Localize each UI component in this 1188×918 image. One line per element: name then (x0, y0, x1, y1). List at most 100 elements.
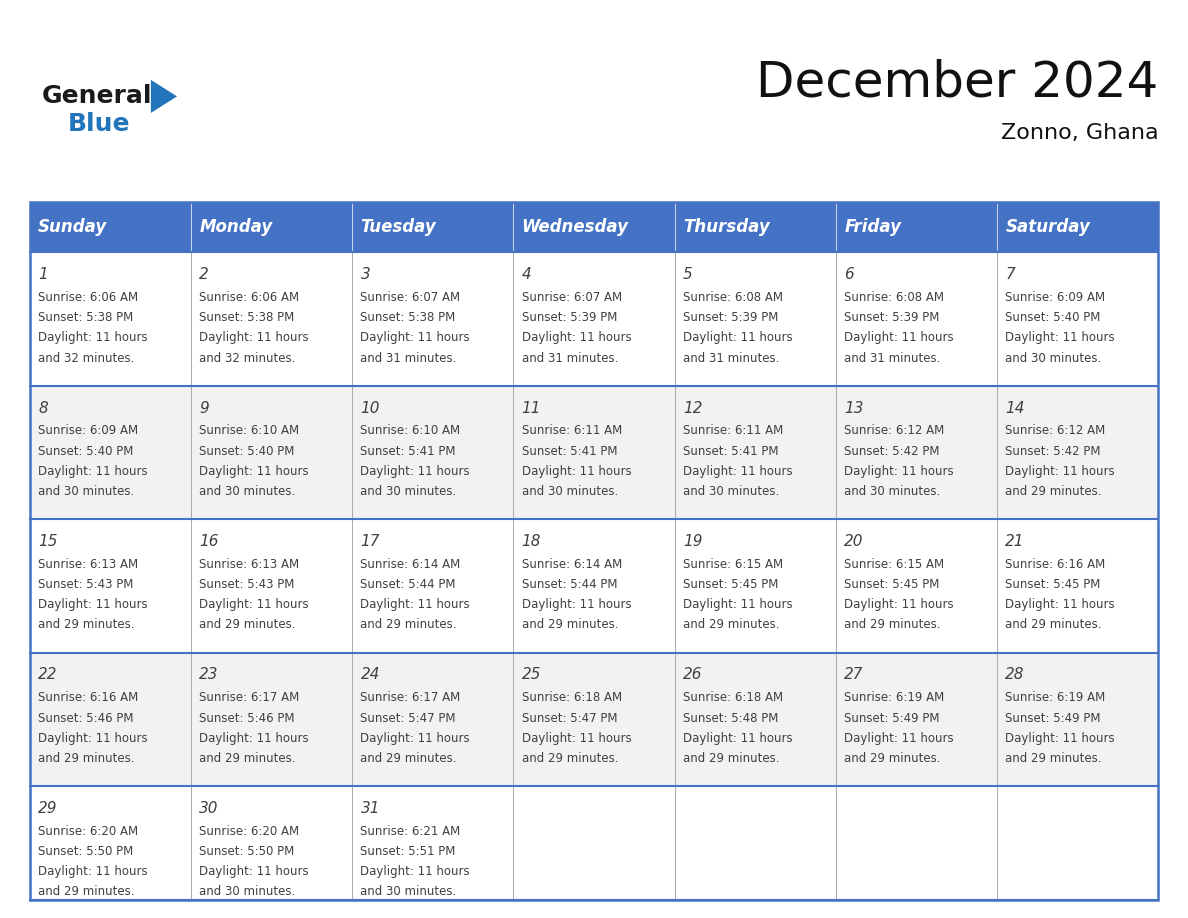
Text: Zonno, Ghana: Zonno, Ghana (1000, 123, 1158, 143)
Text: Sunset: 5:47 PM: Sunset: 5:47 PM (522, 711, 618, 724)
Text: and 32 minutes.: and 32 minutes. (200, 352, 296, 364)
Text: Sunrise: 6:18 AM: Sunrise: 6:18 AM (683, 691, 783, 704)
Text: Sunset: 5:45 PM: Sunset: 5:45 PM (683, 578, 778, 591)
Text: and 29 minutes.: and 29 minutes. (1005, 619, 1102, 632)
Bar (30, 202, 1158, 900)
Text: and 29 minutes.: and 29 minutes. (845, 619, 941, 632)
Text: Sunset: 5:46 PM: Sunset: 5:46 PM (200, 711, 295, 724)
Bar (30, 386, 1158, 520)
Text: Sunset: 5:41 PM: Sunset: 5:41 PM (683, 444, 778, 458)
Text: Daylight: 11 hours: Daylight: 11 hours (845, 331, 954, 344)
Text: Daylight: 11 hours: Daylight: 11 hours (38, 465, 147, 478)
Text: Daylight: 11 hours: Daylight: 11 hours (200, 465, 309, 478)
Text: Daylight: 11 hours: Daylight: 11 hours (360, 331, 470, 344)
Text: Sunset: 5:38 PM: Sunset: 5:38 PM (200, 311, 295, 324)
Text: and 31 minutes.: and 31 minutes. (683, 352, 779, 364)
Text: Daylight: 11 hours: Daylight: 11 hours (522, 599, 631, 611)
Text: Daylight: 11 hours: Daylight: 11 hours (1005, 331, 1116, 344)
Text: and 30 minutes.: and 30 minutes. (1005, 352, 1101, 364)
Text: and 31 minutes.: and 31 minutes. (522, 352, 618, 364)
Text: 17: 17 (360, 534, 380, 549)
Text: Daylight: 11 hours: Daylight: 11 hours (1005, 732, 1116, 744)
Text: Sunset: 5:39 PM: Sunset: 5:39 PM (683, 311, 778, 324)
Text: and 30 minutes.: and 30 minutes. (683, 485, 779, 498)
Text: and 29 minutes.: and 29 minutes. (38, 885, 134, 899)
Text: Sunset: 5:41 PM: Sunset: 5:41 PM (360, 444, 456, 458)
Text: Sunrise: 6:07 AM: Sunrise: 6:07 AM (522, 291, 621, 304)
Text: 7: 7 (1005, 267, 1015, 282)
Text: Daylight: 11 hours: Daylight: 11 hours (200, 865, 309, 879)
Text: and 29 minutes.: and 29 minutes. (522, 619, 618, 632)
Text: Sunrise: 6:16 AM: Sunrise: 6:16 AM (38, 691, 138, 704)
Text: Sunset: 5:42 PM: Sunset: 5:42 PM (845, 444, 940, 458)
Text: Sunset: 5:38 PM: Sunset: 5:38 PM (38, 311, 133, 324)
Text: Sunrise: 6:10 AM: Sunrise: 6:10 AM (360, 424, 461, 438)
Text: Sunrise: 6:10 AM: Sunrise: 6:10 AM (200, 424, 299, 438)
Text: General: General (42, 84, 152, 108)
Text: and 30 minutes.: and 30 minutes. (522, 485, 618, 498)
Text: Sunset: 5:44 PM: Sunset: 5:44 PM (360, 578, 456, 591)
Text: Sunrise: 6:07 AM: Sunrise: 6:07 AM (360, 291, 461, 304)
Text: and 30 minutes.: and 30 minutes. (360, 885, 456, 899)
Text: and 29 minutes.: and 29 minutes. (1005, 485, 1102, 498)
Bar (513, 202, 675, 252)
Text: and 30 minutes.: and 30 minutes. (200, 885, 296, 899)
Text: 26: 26 (683, 667, 702, 682)
Text: Sunrise: 6:15 AM: Sunrise: 6:15 AM (845, 558, 944, 571)
Text: Daylight: 11 hours: Daylight: 11 hours (522, 331, 631, 344)
Text: and 30 minutes.: and 30 minutes. (360, 485, 456, 498)
Bar (836, 202, 997, 252)
Text: Sunrise: 6:13 AM: Sunrise: 6:13 AM (200, 558, 299, 571)
Text: Sunset: 5:43 PM: Sunset: 5:43 PM (38, 578, 133, 591)
Text: Sunrise: 6:11 AM: Sunrise: 6:11 AM (522, 424, 623, 438)
Text: Daylight: 11 hours: Daylight: 11 hours (683, 465, 792, 478)
Bar (675, 202, 836, 252)
Text: Sunset: 5:49 PM: Sunset: 5:49 PM (845, 711, 940, 724)
Bar (191, 202, 352, 252)
Text: December 2024: December 2024 (756, 59, 1158, 106)
Text: Sunset: 5:39 PM: Sunset: 5:39 PM (522, 311, 617, 324)
Text: Daylight: 11 hours: Daylight: 11 hours (522, 465, 631, 478)
Text: Daylight: 11 hours: Daylight: 11 hours (38, 331, 147, 344)
Text: and 31 minutes.: and 31 minutes. (845, 352, 941, 364)
Text: and 29 minutes.: and 29 minutes. (200, 752, 296, 765)
Text: Sunrise: 6:12 AM: Sunrise: 6:12 AM (1005, 424, 1106, 438)
Text: 21: 21 (1005, 534, 1025, 549)
Text: and 29 minutes.: and 29 minutes. (200, 619, 296, 632)
Text: Thursday: Thursday (683, 218, 770, 236)
Text: 18: 18 (522, 534, 542, 549)
Text: Sunrise: 6:16 AM: Sunrise: 6:16 AM (1005, 558, 1106, 571)
Text: Sunrise: 6:12 AM: Sunrise: 6:12 AM (845, 424, 944, 438)
Text: Sunset: 5:42 PM: Sunset: 5:42 PM (1005, 444, 1101, 458)
Text: 20: 20 (845, 534, 864, 549)
Text: Sunset: 5:45 PM: Sunset: 5:45 PM (1005, 578, 1101, 591)
Text: Sunset: 5:43 PM: Sunset: 5:43 PM (200, 578, 295, 591)
Text: and 29 minutes.: and 29 minutes. (845, 752, 941, 765)
Text: Sunrise: 6:15 AM: Sunrise: 6:15 AM (683, 558, 783, 571)
Text: 8: 8 (38, 400, 48, 416)
Text: Sunset: 5:51 PM: Sunset: 5:51 PM (360, 845, 456, 858)
Text: Daylight: 11 hours: Daylight: 11 hours (683, 732, 792, 744)
Text: 19: 19 (683, 534, 702, 549)
Text: 31: 31 (360, 800, 380, 816)
Text: Sunrise: 6:14 AM: Sunrise: 6:14 AM (360, 558, 461, 571)
Text: 10: 10 (360, 400, 380, 416)
Text: and 32 minutes.: and 32 minutes. (38, 352, 134, 364)
Text: and 29 minutes.: and 29 minutes. (360, 619, 457, 632)
Text: and 31 minutes.: and 31 minutes. (360, 352, 457, 364)
Text: Sunrise: 6:19 AM: Sunrise: 6:19 AM (1005, 691, 1106, 704)
Text: and 29 minutes.: and 29 minutes. (683, 619, 779, 632)
Text: Sunset: 5:46 PM: Sunset: 5:46 PM (38, 711, 133, 724)
Text: Daylight: 11 hours: Daylight: 11 hours (38, 599, 147, 611)
Text: Sunrise: 6:20 AM: Sunrise: 6:20 AM (38, 824, 138, 838)
Text: 1: 1 (38, 267, 48, 282)
Text: Sunset: 5:40 PM: Sunset: 5:40 PM (1005, 311, 1101, 324)
Text: Sunset: 5:50 PM: Sunset: 5:50 PM (38, 845, 133, 858)
Text: Daylight: 11 hours: Daylight: 11 hours (683, 331, 792, 344)
Text: Daylight: 11 hours: Daylight: 11 hours (200, 331, 309, 344)
Bar (30, 653, 1158, 786)
Text: Daylight: 11 hours: Daylight: 11 hours (1005, 465, 1116, 478)
Text: Daylight: 11 hours: Daylight: 11 hours (522, 732, 631, 744)
Polygon shape (151, 80, 177, 113)
Bar (30, 520, 1158, 653)
